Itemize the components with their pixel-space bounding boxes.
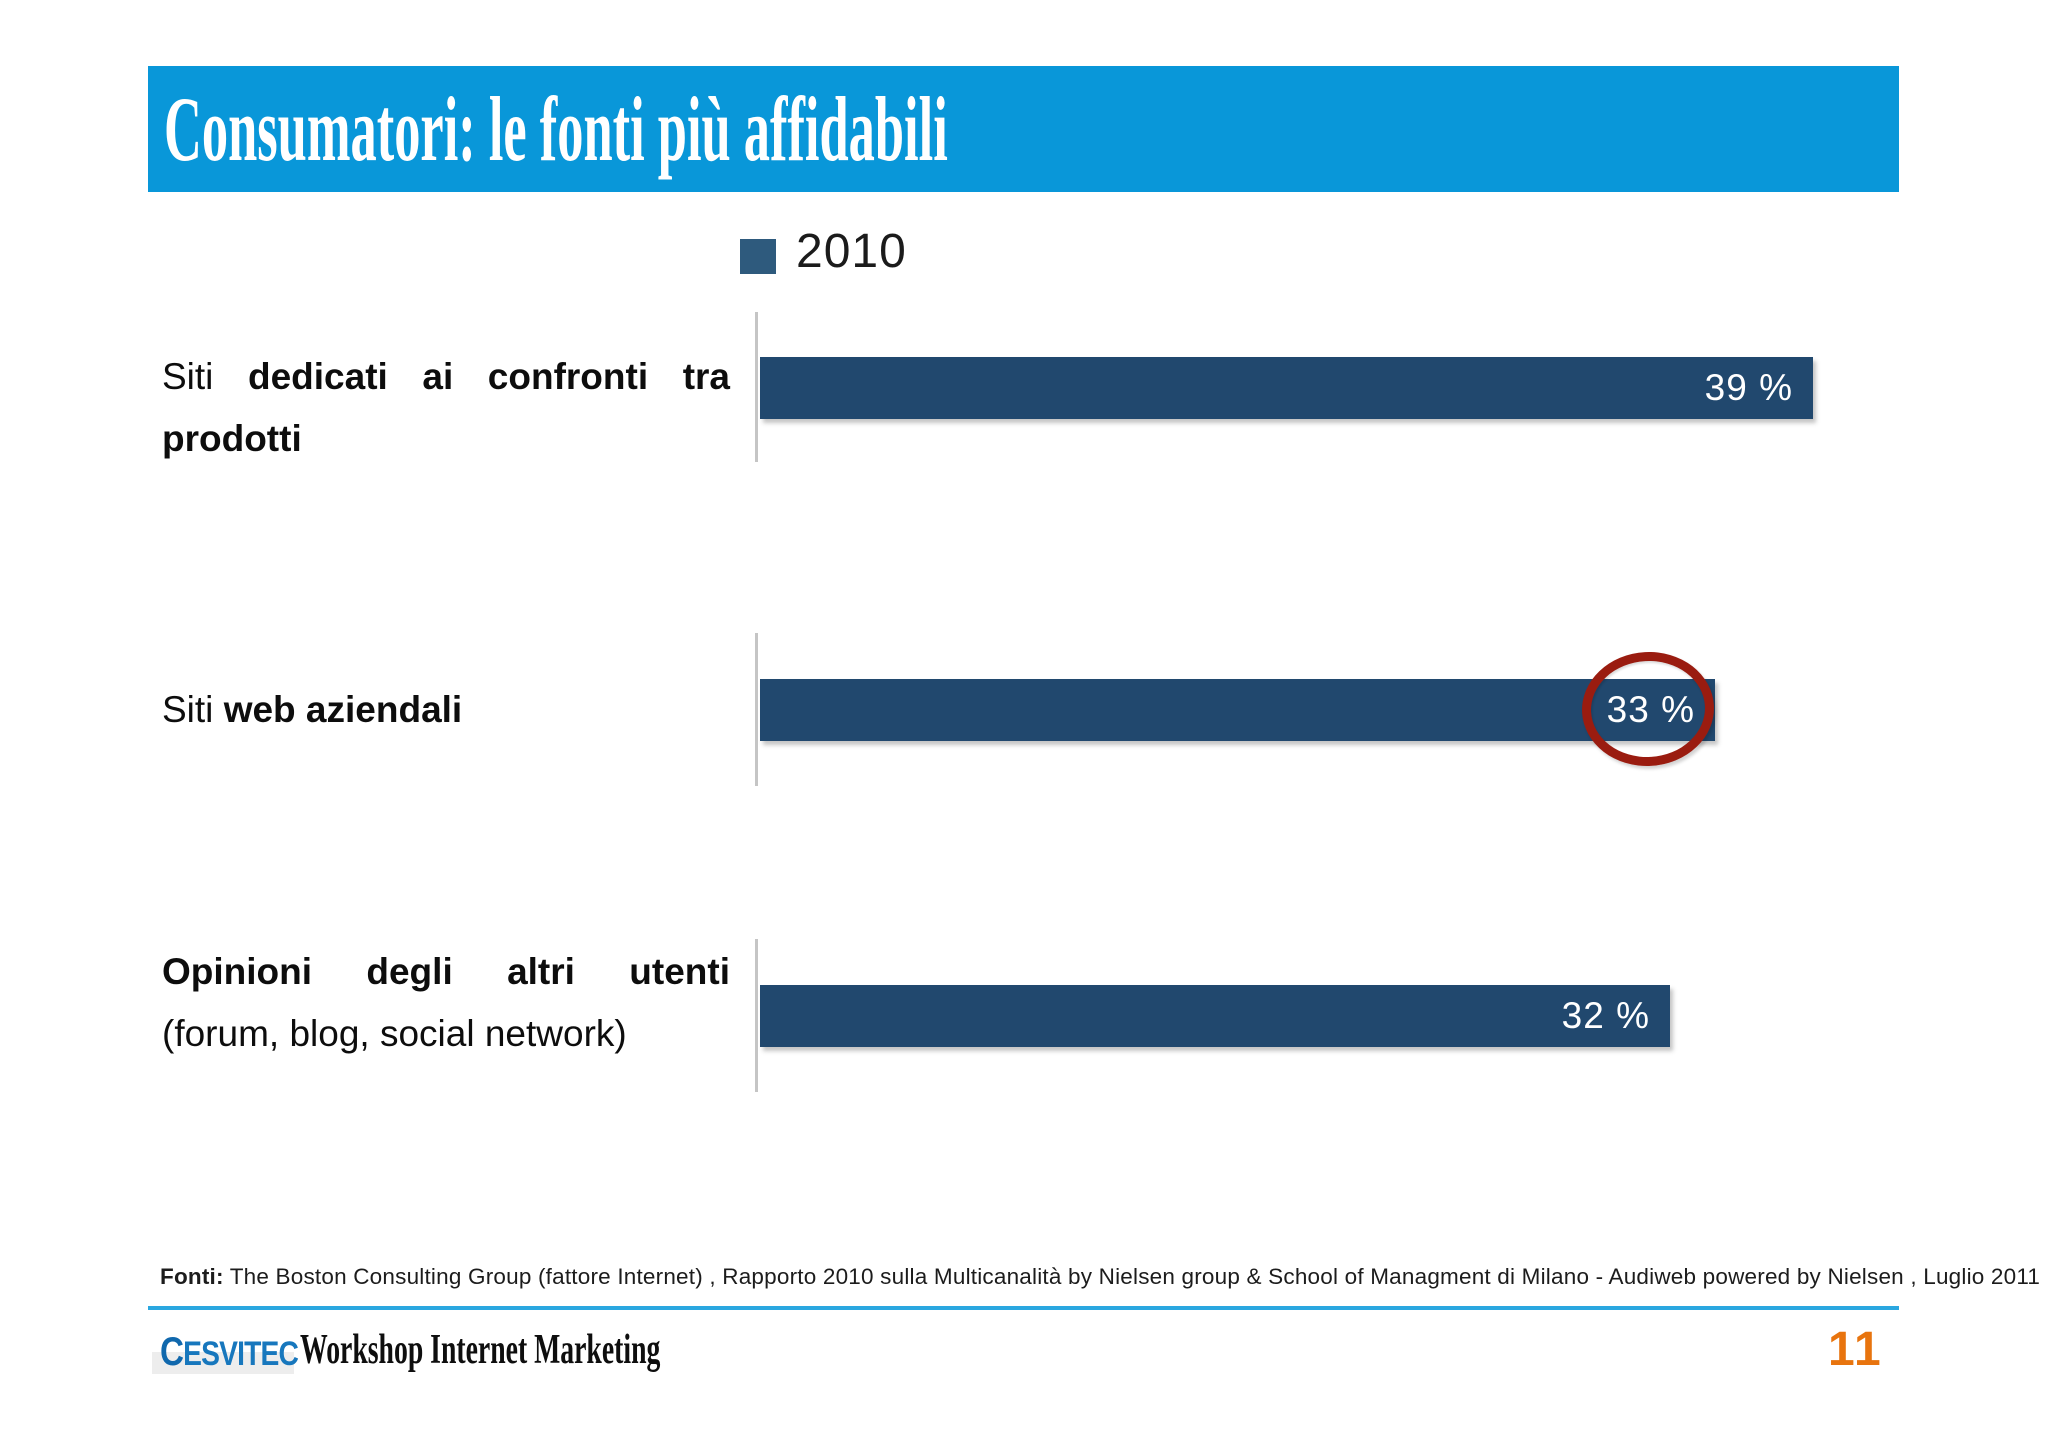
sources-label: Fonti: — [160, 1264, 224, 1289]
axis-tick — [755, 633, 758, 786]
chart-legend: 2010 — [740, 224, 907, 279]
title-bar: Consumatori: le fonti più affidabili — [148, 66, 1899, 192]
category-label-3: Opinioni degli altri utenti (forum, blog… — [162, 951, 730, 1054]
category-label-2: Siti web aziendali — [162, 689, 463, 730]
bar-value-label: 33 % — [1606, 689, 1695, 730]
axis-tick — [755, 312, 758, 462]
page-title: Consumatori: le fonti più affidabili — [164, 78, 948, 180]
bar-row-2: 33 % — [760, 679, 1715, 741]
bar-row-1: 39 % — [760, 357, 1813, 419]
bar-value-label: 32 % — [1561, 995, 1650, 1036]
footer-divider — [148, 1306, 1899, 1310]
brand-logo: CESVITEC — [160, 1330, 299, 1374]
legend-color-swatch — [740, 239, 776, 274]
legend-label: 2010 — [796, 225, 907, 278]
highlight-circle-annotation — [1579, 648, 1717, 770]
axis-tick — [755, 939, 758, 1092]
category-label-1: Siti dedicati ai confronti tra prodotti — [162, 356, 730, 459]
sources-text: The Boston Consulting Group (fattore Int… — [223, 1264, 2041, 1289]
logo-shadow — [152, 1352, 294, 1374]
bar-row-3: 32 % — [760, 985, 1670, 1047]
sources-note: Fonti: The Boston Consulting Group (fatt… — [160, 1264, 2040, 1290]
workshop-title: Workshop Internet Marketing — [300, 1327, 661, 1373]
page-number: 11 — [1828, 1323, 1883, 1376]
bar-value-label: 39 % — [1704, 367, 1793, 408]
brand-logo-c-icon: C — [160, 1330, 184, 1374]
